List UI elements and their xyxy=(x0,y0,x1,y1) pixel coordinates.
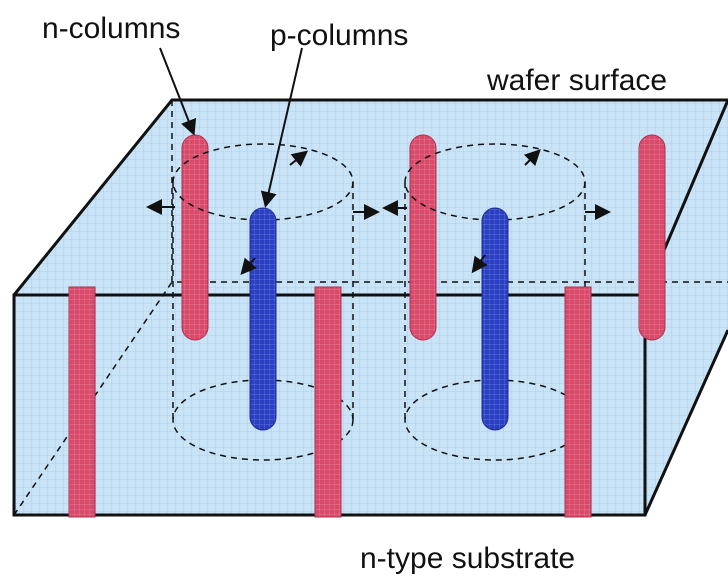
front-columns xyxy=(68,207,592,518)
substrate-label: n-type substrate xyxy=(360,542,575,575)
n-columns-label: n-columns xyxy=(42,12,180,45)
p-columns-label: p-columns xyxy=(270,19,408,52)
wafer-block xyxy=(12,98,728,517)
wafer-surface-label: wafer surface xyxy=(486,64,667,97)
arrows xyxy=(146,47,611,276)
back-columns xyxy=(181,134,666,341)
